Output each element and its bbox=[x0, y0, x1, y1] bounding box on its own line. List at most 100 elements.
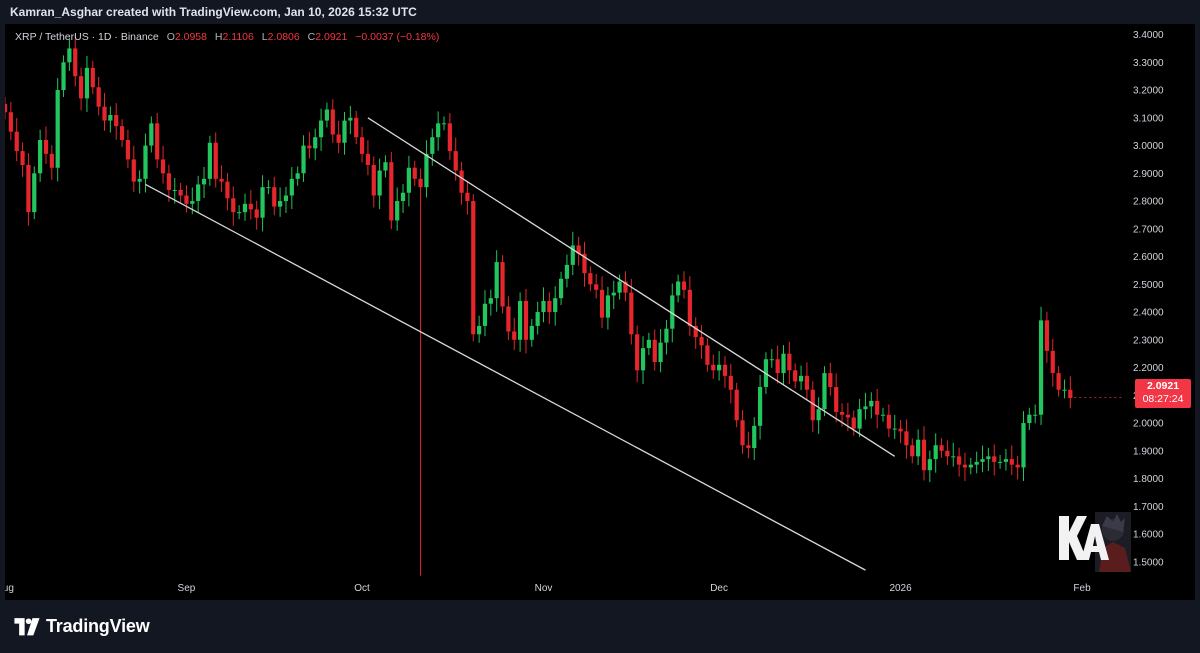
y-tick-label: 2.4000 bbox=[1133, 308, 1164, 319]
candle-up bbox=[553, 298, 558, 313]
candle-down bbox=[810, 389, 815, 421]
candle-up bbox=[260, 187, 265, 218]
channel-lower-trendline[interactable] bbox=[145, 183, 866, 571]
candle-up bbox=[892, 428, 897, 430]
candle-up bbox=[313, 137, 318, 149]
candle-down bbox=[740, 420, 745, 446]
candle-down bbox=[73, 48, 78, 77]
candle-down bbox=[711, 364, 716, 371]
candle-up bbox=[137, 178, 142, 182]
symbol-name[interactable]: XRP / TetherUS · 1D · Binance bbox=[15, 31, 159, 43]
y-tick-label: 3.1000 bbox=[1133, 113, 1164, 124]
last-price: 2.0921 bbox=[1146, 380, 1180, 392]
candle-down bbox=[359, 137, 365, 154]
candle-down bbox=[804, 375, 810, 390]
high-value: 2.1106 bbox=[222, 31, 254, 43]
candle-up bbox=[717, 364, 722, 371]
candle-down bbox=[5, 103, 8, 113]
y-tick-label: 1.8000 bbox=[1133, 474, 1164, 485]
candle-down bbox=[453, 151, 458, 171]
candle-down bbox=[687, 289, 692, 326]
candle-down bbox=[131, 159, 136, 182]
x-tick-label: Nov bbox=[535, 583, 553, 594]
candle-up bbox=[395, 201, 400, 221]
candle-down bbox=[14, 131, 19, 152]
change-value: −0.0037 (−0.18%) bbox=[355, 31, 440, 43]
candle-down bbox=[1068, 389, 1073, 399]
candle-up bbox=[55, 90, 60, 168]
candle-down bbox=[681, 281, 687, 290]
candle-up bbox=[857, 409, 862, 429]
y-tick-label: 3.3000 bbox=[1133, 58, 1164, 69]
candle-down bbox=[898, 428, 903, 432]
candle-up bbox=[266, 187, 271, 189]
candle-up bbox=[564, 264, 570, 279]
candle-down bbox=[962, 464, 968, 468]
candle-down bbox=[629, 292, 634, 335]
channel-upper-trendline[interactable] bbox=[367, 117, 896, 457]
y-tick-label: 3.2000 bbox=[1133, 86, 1164, 97]
candle-down bbox=[845, 414, 850, 418]
candle-down bbox=[166, 173, 172, 190]
candle-down bbox=[921, 439, 927, 471]
candle-down bbox=[155, 123, 160, 160]
candle-up bbox=[997, 461, 1003, 463]
candle-up bbox=[477, 325, 482, 335]
x-tick-label: Aug bbox=[5, 583, 14, 594]
candle-up bbox=[400, 192, 406, 202]
candle-down bbox=[992, 456, 997, 462]
candle-down bbox=[20, 151, 25, 165]
candle-up bbox=[207, 142, 212, 179]
candle-up bbox=[348, 117, 353, 121]
candle-up bbox=[424, 153, 429, 188]
candle-down bbox=[623, 281, 628, 293]
candle-up bbox=[816, 409, 821, 421]
footer-bar: TradingView bbox=[0, 600, 1200, 653]
candle-up bbox=[535, 312, 540, 326]
candle-down bbox=[734, 389, 739, 421]
candlestick-chart[interactable]: 3.4000 3.3000 3.2000 3.1000 3.0000 2.9000 2.80… bbox=[5, 24, 1195, 600]
candle-down bbox=[939, 445, 944, 451]
candle-up bbox=[916, 439, 921, 457]
candle-up bbox=[324, 109, 330, 121]
y-tick-label: 3.4000 bbox=[1133, 30, 1164, 41]
candle-up bbox=[798, 375, 804, 382]
candle-down bbox=[389, 162, 394, 221]
x-tick-label: Sep bbox=[178, 583, 196, 594]
candle-up bbox=[640, 348, 646, 371]
candle-up bbox=[676, 281, 681, 296]
y-tick-label: 2.9000 bbox=[1133, 169, 1164, 180]
candle-down bbox=[225, 181, 230, 199]
candle-down bbox=[336, 134, 341, 143]
candle-down bbox=[728, 375, 733, 390]
candle-down bbox=[102, 106, 107, 121]
y-tick-label: 3.0000 bbox=[1133, 141, 1164, 152]
candle-down bbox=[354, 117, 359, 138]
candle-up bbox=[927, 459, 932, 471]
candle-down bbox=[219, 178, 224, 182]
candle-down bbox=[693, 325, 698, 338]
candle-up bbox=[570, 245, 575, 265]
x-tick-label: Dec bbox=[710, 583, 728, 594]
candle-down bbox=[330, 109, 335, 135]
candle-up bbox=[869, 400, 874, 407]
candle-down bbox=[594, 284, 599, 290]
x-tick-label: 2026 bbox=[889, 583, 912, 594]
candle-down bbox=[371, 164, 376, 196]
candle-down bbox=[588, 273, 593, 285]
tradingview-brand[interactable]: TradingView bbox=[12, 615, 150, 637]
candle-up bbox=[289, 178, 294, 196]
candle-up bbox=[196, 184, 201, 202]
credit-text: Kamran_Asghar created with TradingView.c… bbox=[10, 5, 417, 19]
candle-down bbox=[699, 337, 704, 346]
candle-up bbox=[301, 145, 306, 174]
candle-up bbox=[822, 373, 827, 410]
y-tick-label: 2.3000 bbox=[1133, 335, 1164, 346]
candle-up bbox=[933, 445, 938, 460]
candle-down bbox=[839, 411, 845, 415]
candle-up bbox=[617, 281, 622, 293]
candle-up bbox=[611, 292, 616, 296]
chart-pane[interactable]: 3.4000 3.3000 3.2000 3.1000 3.0000 2.9000 2.80… bbox=[5, 24, 1195, 600]
candle-down bbox=[272, 187, 277, 207]
candle-down bbox=[119, 126, 125, 140]
